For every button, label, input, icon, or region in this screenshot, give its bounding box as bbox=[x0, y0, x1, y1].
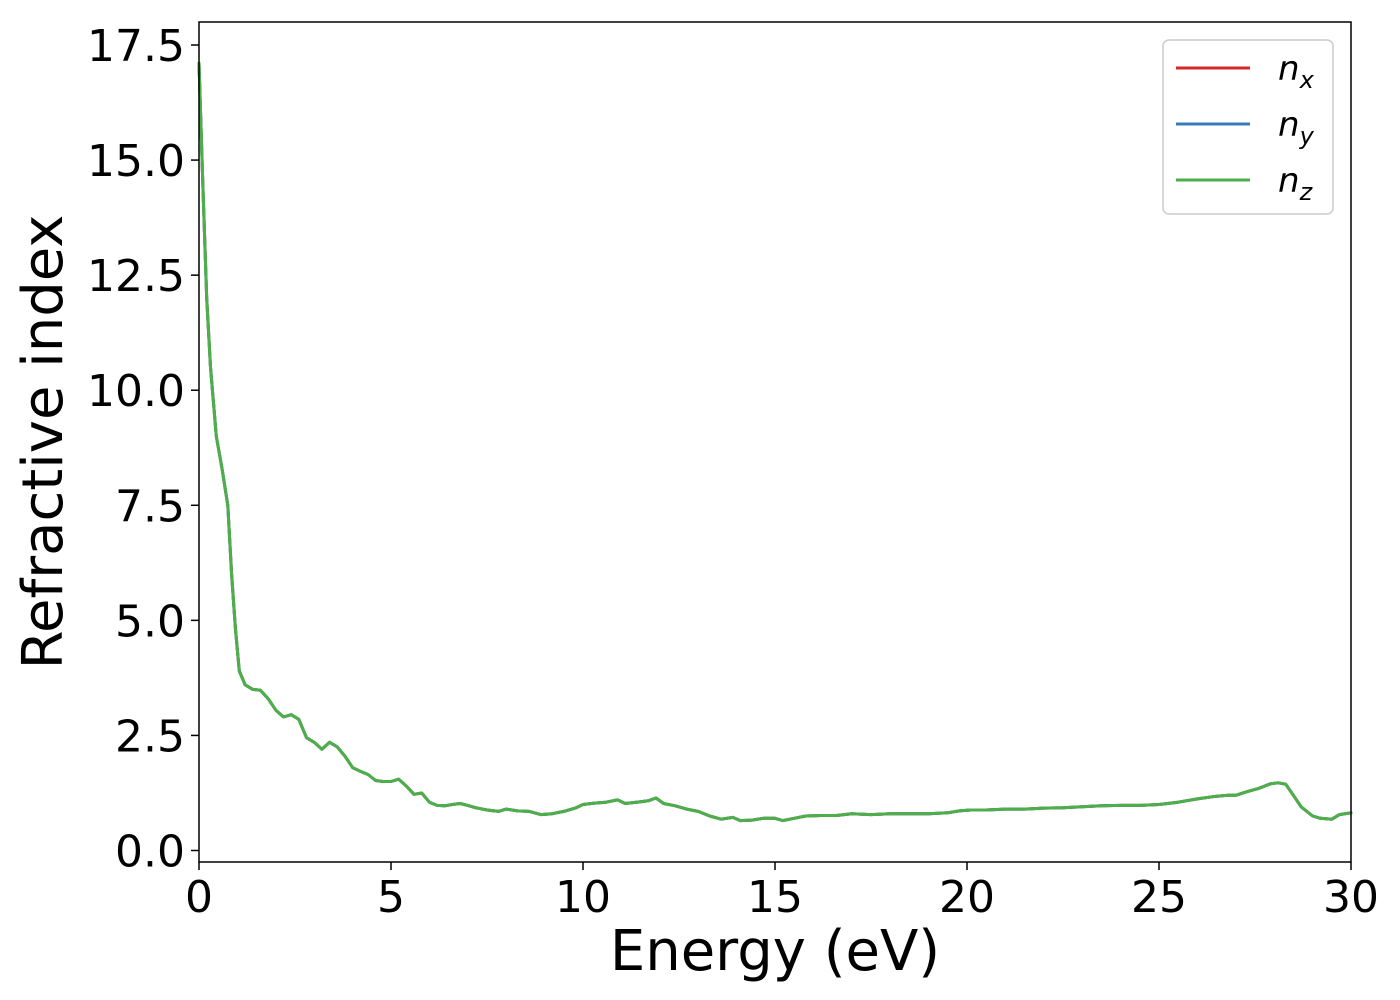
legend-label-subscript: z bbox=[1299, 178, 1314, 206]
y-tick-label: 10.0 bbox=[87, 366, 185, 417]
x-tick-label: 5 bbox=[377, 872, 405, 923]
legend-label-nz: nz bbox=[1278, 161, 1314, 206]
x-tick-label: 15 bbox=[747, 872, 803, 923]
y-tick-label: 17.5 bbox=[87, 21, 185, 72]
x-tick-label: 30 bbox=[1323, 872, 1379, 923]
legend-label-base: n bbox=[1278, 161, 1300, 201]
x-tick-label: 25 bbox=[1131, 872, 1187, 923]
series-line-n-z bbox=[197, 61, 1353, 823]
legend-label-ny: ny bbox=[1278, 105, 1315, 150]
series-layer bbox=[197, 61, 1353, 823]
y-axis-label: Refractive index bbox=[11, 215, 76, 670]
y-tick-label: 2.5 bbox=[115, 711, 185, 762]
x-tick-label: 20 bbox=[939, 872, 995, 923]
y-tick-label: 12.5 bbox=[87, 251, 185, 302]
x-tick-label: 10 bbox=[555, 872, 611, 923]
legend-label-base: n bbox=[1278, 49, 1300, 89]
legend-label-subscript: y bbox=[1299, 122, 1315, 150]
y-tick-label: 5.0 bbox=[115, 596, 185, 647]
y-axis-ticks: 0.0 2.5 5.0 7.5 10.0 12.5 15.0 17.5 bbox=[87, 21, 199, 877]
legend-label-base: n bbox=[1278, 105, 1300, 145]
x-axis-label: Energy (eV) bbox=[610, 919, 940, 984]
y-tick-label: 15.0 bbox=[87, 136, 185, 187]
y-tick-label: 7.5 bbox=[115, 481, 185, 532]
legend-label-subscript: x bbox=[1299, 66, 1315, 94]
x-axis-ticks: 0 5 10 15 20 25 30 bbox=[185, 862, 1379, 923]
legend-label-nx: nx bbox=[1278, 49, 1315, 94]
y-tick-label: 0.0 bbox=[115, 826, 185, 877]
legend-box bbox=[1162, 39, 1334, 215]
x-tick-label: 0 bbox=[185, 872, 213, 923]
